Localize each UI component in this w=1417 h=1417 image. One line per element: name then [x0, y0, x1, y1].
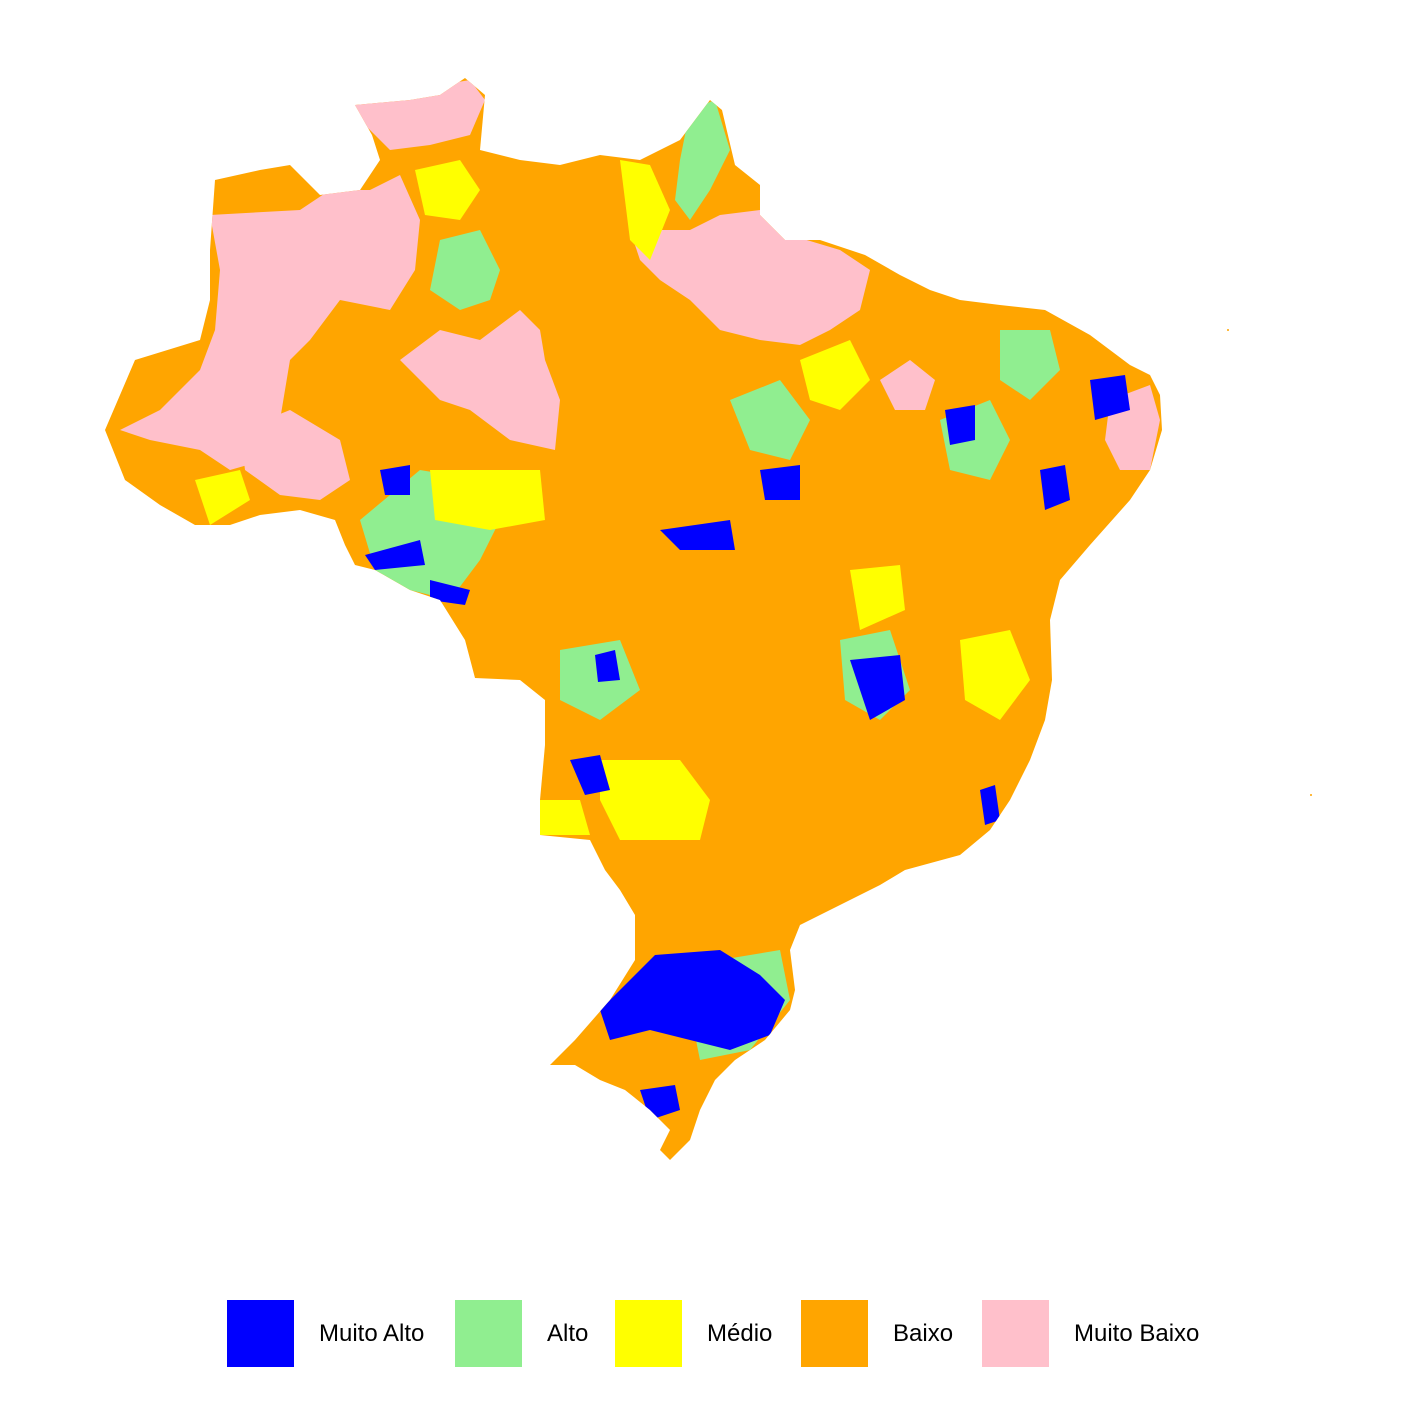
- region-muito-baixo: [630, 210, 870, 345]
- legend-swatch-medio: [615, 1300, 682, 1367]
- region-medio: [195, 470, 250, 525]
- legend-label-alto: Alto: [547, 1320, 589, 1347]
- region-muito-alto: [365, 540, 425, 570]
- region-alto: [430, 230, 500, 310]
- map-area: [105, 78, 1312, 1160]
- legend-label-medio: Médio: [707, 1320, 773, 1347]
- region-alto: [730, 380, 810, 460]
- region-muito-alto: [380, 465, 410, 495]
- legend-item-baixo: Baixo: [801, 1300, 971, 1367]
- legend: Muito Alto Alto Médio Baixo Muito Baixo: [0, 1300, 1417, 1370]
- region-muito-alto: [1090, 375, 1130, 420]
- legend-swatch-muito-alto: [227, 1300, 294, 1367]
- region-medio: [800, 340, 870, 410]
- region-muito-alto: [980, 785, 1000, 825]
- region-medio: [540, 800, 590, 835]
- legend-label-muito-baixo: Muito Baixo: [1074, 1320, 1200, 1347]
- region-muito-alto: [850, 655, 905, 720]
- region-muito-alto: [1040, 465, 1070, 510]
- legend-label-baixo: Baixo: [893, 1320, 954, 1347]
- region-muito-baixo: [400, 310, 560, 450]
- region-alto: [675, 100, 730, 220]
- legend-swatch-baixo: [801, 1300, 868, 1367]
- island: [1227, 329, 1229, 331]
- legend-item-medio: Médio: [615, 1300, 795, 1367]
- region-muito-baixo: [240, 410, 350, 500]
- region-muito-alto: [760, 465, 800, 500]
- region-medio: [960, 630, 1030, 720]
- region-muito-alto: [595, 650, 620, 682]
- region-alto: [1000, 330, 1060, 400]
- region-medio: [430, 470, 545, 530]
- region-muito-alto: [600, 950, 785, 1050]
- region-muito-baixo: [880, 360, 935, 410]
- region-muito-alto: [945, 405, 975, 445]
- region-medio: [600, 760, 710, 840]
- region-muito-alto: [660, 520, 735, 550]
- island: [1310, 794, 1312, 796]
- region-muito-alto: [430, 580, 470, 605]
- region-muito-baixo: [120, 175, 420, 470]
- region-medio: [620, 160, 670, 260]
- brazil-choropleth-map: [105, 78, 1312, 1160]
- legend-swatch-muito-baixo: [982, 1300, 1049, 1367]
- legend-swatch-alto: [455, 1300, 522, 1367]
- legend-item-alto: Alto: [455, 1300, 605, 1367]
- legend-label-muito-alto: Muito Alto: [319, 1320, 425, 1347]
- legend-item-muito-baixo: Muito Baixo: [982, 1300, 1222, 1367]
- map-regions: [105, 78, 1162, 1160]
- legend-item-muito-alto: Muito Alto: [227, 1300, 447, 1367]
- region-medio: [415, 160, 480, 220]
- region-medio: [850, 565, 905, 630]
- region-muito-alto: [570, 755, 610, 795]
